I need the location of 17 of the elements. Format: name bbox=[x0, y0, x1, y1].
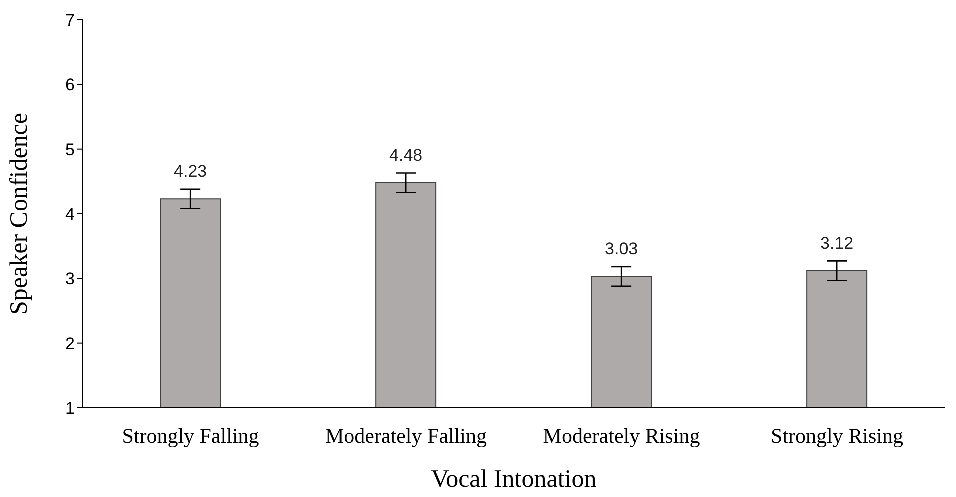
data-label: 3.12 bbox=[820, 234, 854, 253]
y-tick-label: 7 bbox=[66, 11, 75, 30]
x-tick-label: Strongly Falling bbox=[122, 424, 260, 448]
y-tick-label: 5 bbox=[66, 140, 75, 160]
y-tick-label: 1 bbox=[66, 399, 75, 418]
y-tick-label: 4 bbox=[66, 205, 75, 224]
y-tick-label: 6 bbox=[66, 76, 75, 95]
x-axis-title: Vocal Intonation bbox=[431, 466, 598, 493]
x-tick-label: Moderately Falling bbox=[325, 424, 488, 448]
data-label: 4.48 bbox=[390, 146, 423, 165]
data-label: 3.03 bbox=[605, 240, 638, 259]
x-tick-label: Strongly Rising bbox=[771, 424, 904, 448]
y-axis-title: Speaker Confidence bbox=[6, 112, 33, 316]
y-tick-label: 3 bbox=[66, 270, 75, 289]
data-label: 4.23 bbox=[174, 162, 208, 182]
y-tick-label: 2 bbox=[66, 334, 75, 354]
x-tick-label: Moderately Rising bbox=[543, 424, 701, 448]
